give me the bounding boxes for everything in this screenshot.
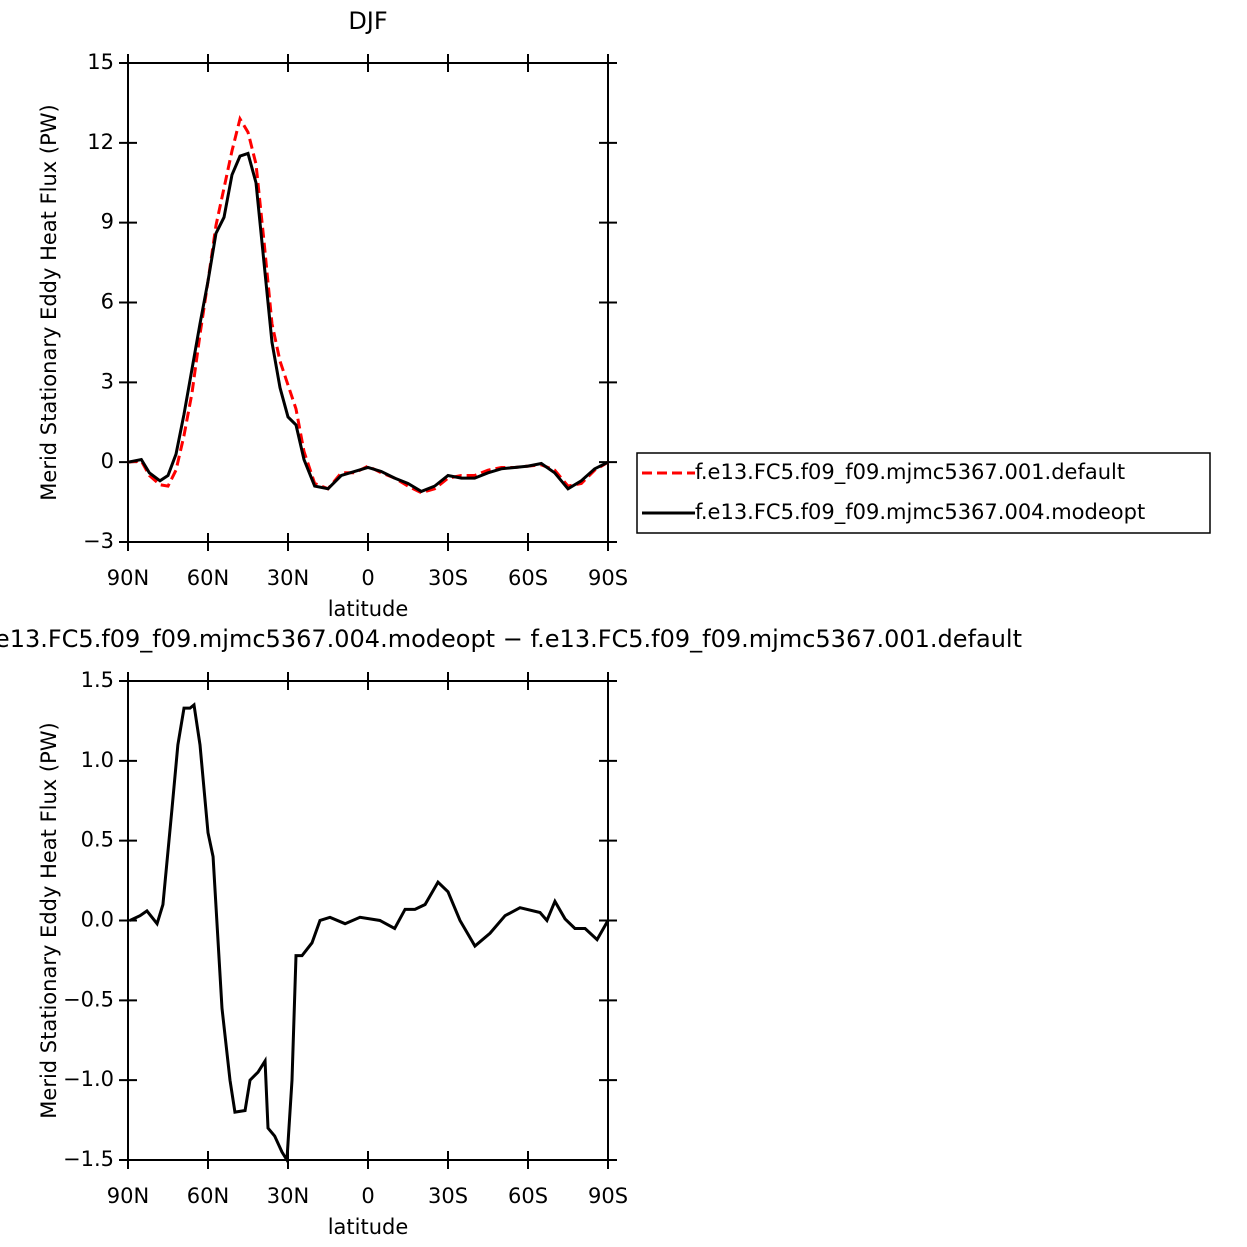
x-tick-label: 90N	[107, 1184, 149, 1208]
x-tick-label: 30S	[428, 566, 468, 590]
plot-frame	[127, 62, 609, 543]
chart-title: DJF	[348, 7, 387, 35]
y-tick-label: 9	[101, 210, 114, 234]
legend-label: f.e13.FC5.f09_f09.mjmc5367.004.modeopt	[695, 500, 1145, 525]
y-axis-label: Merid Stationary Eddy Heat Flux (PW)	[37, 104, 61, 500]
x-tick-label: 60S	[508, 566, 548, 590]
y-tick-label: 1.0	[81, 748, 114, 772]
y-tick-label: 0	[101, 449, 114, 473]
panel: DJF latitude Merid Stationary Eddy Heat Fl…	[37, 7, 1211, 621]
y-tick-label: −0.5	[63, 987, 114, 1011]
y-tick-label: −3	[83, 529, 114, 553]
x-tick-label: 90S	[588, 1184, 628, 1208]
y-tick-label: 15	[87, 50, 114, 74]
y-tick-label: −1.5	[63, 1147, 114, 1171]
y-tick-label: −1.0	[63, 1067, 114, 1091]
panel: f.e13.FC5.f09_f09.mjmc5367.004.modeopt −…	[0, 625, 1022, 1239]
y-axis-label: Merid Stationary Eddy Heat Flux (PW)	[37, 722, 61, 1118]
x-tick-label: 90N	[107, 566, 149, 590]
y-tick-label: 3	[101, 369, 114, 393]
legend-label: f.e13.FC5.f09_f09.mjmc5367.001.default	[695, 460, 1125, 485]
y-tick-label: 12	[87, 130, 114, 154]
data-line	[129, 702, 610, 1165]
chart-title: f.e13.FC5.f09_f09.mjmc5367.004.modeopt −…	[0, 625, 1022, 653]
x-tick-label: 30N	[267, 1184, 309, 1208]
y-tick-label: 6	[101, 290, 114, 314]
x-tick-label: 30N	[267, 566, 309, 590]
y-tick-label: 0.0	[81, 908, 114, 932]
x-axis-label: latitude	[328, 1215, 409, 1239]
data-line	[127, 151, 609, 494]
x-axis-label: latitude	[328, 597, 409, 621]
x-tick-label: 60S	[508, 1184, 548, 1208]
y-tick-label: 1.5	[81, 668, 114, 692]
x-tick-label: 0	[361, 566, 374, 590]
y-tick-label: 0.5	[81, 828, 114, 852]
x-tick-label: 60N	[187, 1184, 229, 1208]
x-tick-label: 60N	[187, 566, 229, 590]
legend-box	[636, 452, 1211, 534]
x-tick-label: 90S	[588, 566, 628, 590]
data-line	[127, 115, 609, 495]
x-tick-label: 30S	[428, 1184, 468, 1208]
x-tick-label: 0	[361, 1184, 374, 1208]
